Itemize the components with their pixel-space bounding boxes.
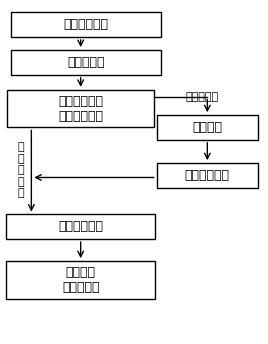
Bar — [6, 214, 155, 239]
Text: 多目标识别: 多目标识别 — [186, 92, 219, 101]
Text: 单
目
标
识
别: 单 目 标 识 别 — [17, 142, 24, 198]
Text: 频率范围选择: 频率范围选择 — [58, 220, 103, 233]
Bar — [157, 163, 258, 188]
Bar — [157, 115, 258, 140]
Bar — [11, 12, 161, 37]
Bar — [7, 90, 154, 128]
Text: 图像预处理: 图像预处理 — [67, 56, 105, 69]
Text: 景深估计
与位置计算: 景深估计 与位置计算 — [62, 266, 99, 294]
Text: 获取原始图像: 获取原始图像 — [64, 18, 109, 31]
Text: 图像分割: 图像分割 — [192, 121, 222, 134]
Text: 选取单个目标: 选取单个目标 — [185, 169, 230, 182]
Bar — [6, 261, 155, 299]
Text: 提取目标中心
最小矩形包络: 提取目标中心 最小矩形包络 — [58, 95, 103, 122]
Bar — [11, 50, 161, 75]
